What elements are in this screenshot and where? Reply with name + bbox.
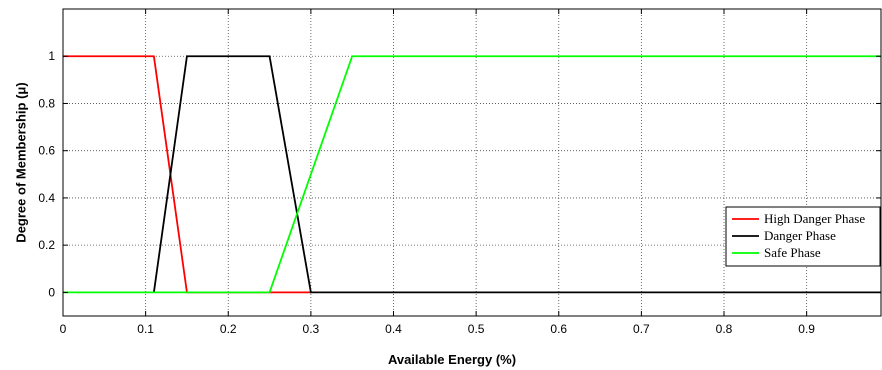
y-tick-label: 0.4 [38, 191, 55, 205]
legend-label: Safe Phase [764, 245, 821, 260]
legend: High Danger Phase Danger Phase Safe Phase [725, 206, 881, 267]
series-line-high-danger-phase [63, 55, 311, 294]
x-axis-ticks: 0 0.1 0.2 0.3 0.4 0.5 0.6 0.7 0.8 0.9 [60, 9, 815, 336]
y-tick-label: 1 [48, 49, 55, 63]
grid [63, 9, 881, 316]
y-axis-ticks: 0 0.2 0.4 0.6 0.8 1 [38, 49, 881, 299]
y-tick-label: 0 [48, 285, 55, 299]
x-axis-title: Available Energy (%) [388, 352, 516, 367]
x-tick-label: 0.7 [633, 322, 650, 336]
x-tick-label: 0.8 [716, 322, 733, 336]
y-axis-title: Degree of Membership (μ) [13, 82, 28, 242]
y-tick-label: 0.8 [38, 96, 55, 110]
series-lines [63, 55, 881, 294]
x-tick-label: 0.1 [137, 322, 154, 336]
series-line-danger-phase [152, 55, 881, 294]
x-tick-label: 0.9 [798, 322, 815, 336]
x-tick-label: 0.4 [385, 322, 402, 336]
x-tick-label: 0.3 [303, 322, 320, 336]
legend-label: High Danger Phase [764, 211, 865, 226]
x-tick-label: 0 [60, 322, 67, 336]
y-tick-label: 0.6 [38, 144, 55, 158]
series-line-safe-phase [63, 55, 881, 294]
plot-frame [62, 8, 882, 317]
x-tick-label: 0.5 [468, 322, 485, 336]
y-tick-label: 0.2 [38, 238, 55, 252]
x-tick-label: 0.2 [220, 322, 237, 336]
legend-label: Danger Phase [764, 228, 836, 243]
x-tick-label: 0.6 [550, 322, 567, 336]
